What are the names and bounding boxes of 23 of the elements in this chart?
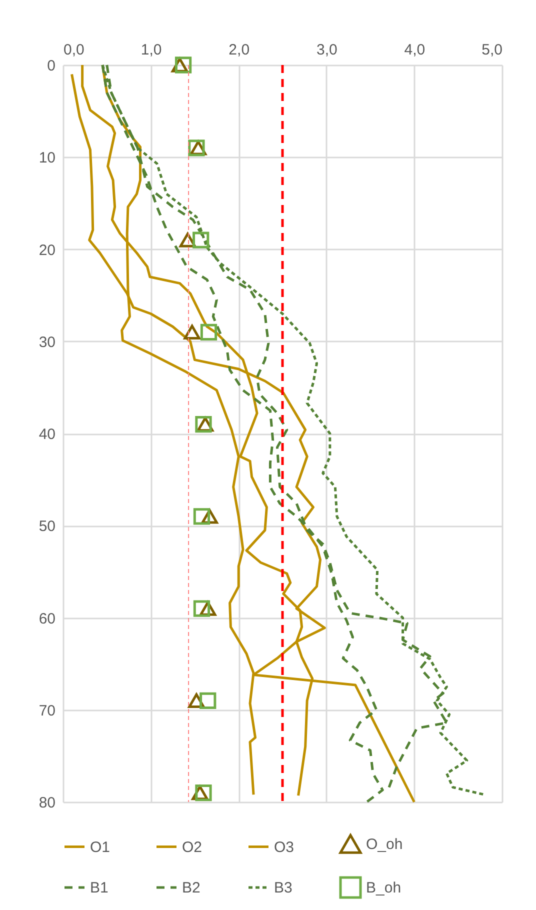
- x-tick-label: 5,0: [482, 42, 502, 58]
- x-tick-label: 1,0: [140, 42, 162, 58]
- y-tick-label: 80: [38, 794, 56, 812]
- legend-label: O2: [182, 838, 202, 856]
- x-tick-label: 2,0: [228, 42, 250, 58]
- y-tick-label: 20: [38, 242, 56, 259]
- legend-label: B1: [90, 880, 108, 896]
- x-tick-label: 3,0: [316, 42, 338, 58]
- y-tick-label: 40: [38, 426, 56, 443]
- legend-label: B3: [274, 880, 292, 896]
- legend-label: O3: [274, 838, 294, 856]
- y-tick-label: 0: [47, 58, 56, 74]
- legend-label: B_oh: [366, 880, 402, 896]
- y-tick-label: 70: [38, 702, 56, 720]
- legend-label: O_oh: [366, 836, 403, 853]
- legend-label: O1: [90, 838, 110, 856]
- x-tick-label: 0,0: [64, 42, 84, 58]
- y-tick-label: 60: [38, 610, 56, 628]
- legend-label: B2: [182, 880, 200, 896]
- x-tick-label: 4,0: [404, 42, 426, 58]
- y-tick-label: 50: [38, 518, 56, 536]
- y-tick-label: 10: [38, 150, 56, 167]
- y-tick-label: 30: [38, 334, 56, 351]
